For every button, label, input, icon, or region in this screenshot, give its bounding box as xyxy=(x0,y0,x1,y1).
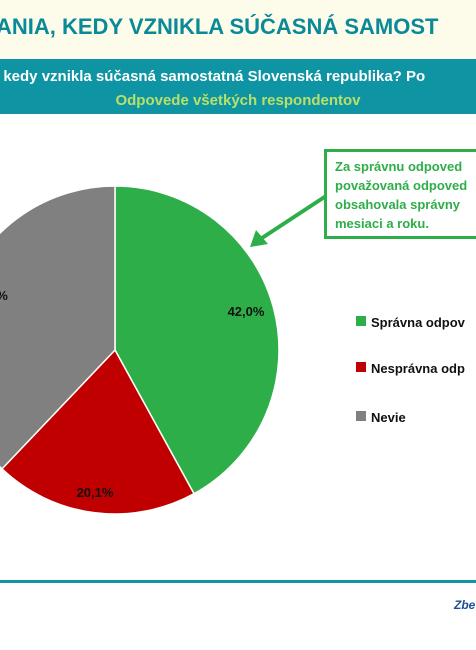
callout-line: obsahovala správny xyxy=(335,197,460,212)
pie-slice xyxy=(114,185,280,495)
callout-line: mesiaci a roku. xyxy=(335,216,429,231)
callout-box: Za správnu odpoved považovaná odpoved ob… xyxy=(324,149,476,239)
pie-slice xyxy=(0,348,196,515)
callout-arrow xyxy=(250,194,328,247)
chart-subtitle: Odpovede všetkých respondentov xyxy=(115,92,361,109)
legend-swatch xyxy=(356,411,366,421)
survey-question: , kedy vznikla súčasná samostatná Sloven… xyxy=(0,68,426,85)
legend-label: Správna odpov xyxy=(371,315,465,330)
legend-swatch xyxy=(356,316,366,326)
footer-source: Zbe xyxy=(454,598,476,612)
legend-swatch xyxy=(356,362,366,372)
slice-data-label: 20,1% xyxy=(77,485,114,500)
callout-line: považovaná odpoved xyxy=(335,178,468,193)
legend-label: Nesprávna odp xyxy=(371,361,465,376)
legend-label: Nevie xyxy=(371,410,406,425)
legend-item-incorrect: Nesprávna odp xyxy=(356,361,465,377)
question-band: , kedy vznikla súčasná samostatná Sloven… xyxy=(0,59,476,114)
footer-divider xyxy=(0,580,476,583)
slice-data-label: % xyxy=(0,288,8,303)
title-band: ANIA, KEDY VZNIKLA SÚČASNÁ SAMOST xyxy=(0,0,476,56)
legend-item-unknown: Nevie xyxy=(356,410,406,426)
legend-item-correct: Správna odpov xyxy=(356,315,465,331)
footer: Zbe xyxy=(0,583,476,650)
page-title: ANIA, KEDY VZNIKLA SÚČASNÁ SAMOST xyxy=(0,14,439,39)
callout-line: Za správnu odpoved xyxy=(335,159,463,174)
pie-slice xyxy=(0,185,116,470)
slice-data-label: 42,0% xyxy=(228,304,265,319)
